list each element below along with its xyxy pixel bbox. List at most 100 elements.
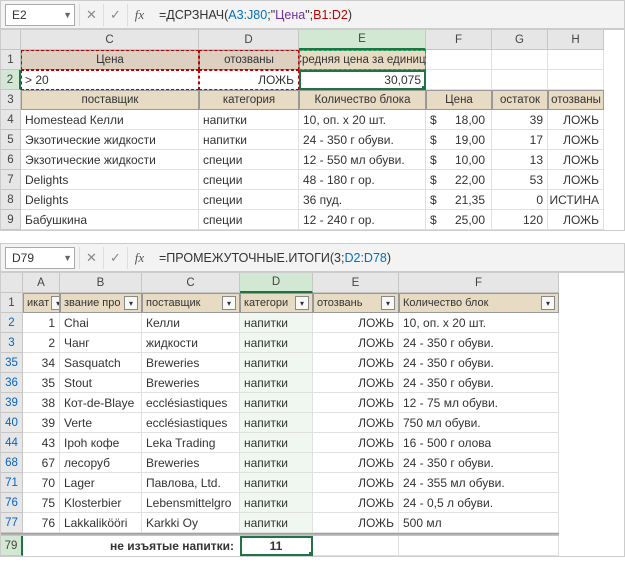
colhdr-F[interactable]: F bbox=[399, 273, 559, 293]
cell[interactable]: ЛОЖЬ bbox=[313, 393, 399, 413]
cell[interactable]: $10,00 bbox=[426, 150, 492, 170]
cancel-icon[interactable]: ✕ bbox=[79, 247, 103, 269]
cell[interactable]: 34 bbox=[23, 353, 60, 373]
colhdr-D[interactable]: D bbox=[199, 30, 299, 50]
cell[interactable]: Экзотические жидкости bbox=[21, 130, 199, 150]
cell[interactable]: Delights bbox=[21, 190, 199, 210]
rowhdr[interactable]: 3 bbox=[1, 90, 21, 110]
enter-icon[interactable]: ✓ bbox=[103, 4, 127, 26]
cell[interactable]: Цена bbox=[426, 90, 492, 110]
filter-header[interactable]: Количество блок▾ bbox=[399, 293, 559, 313]
cell[interactable]: Stout bbox=[60, 373, 142, 393]
cell[interactable]: Павлова, Ltd. bbox=[142, 473, 240, 493]
cell[interactable]: напитки bbox=[240, 333, 313, 353]
cell[interactable]: 36 пуд. bbox=[299, 190, 426, 210]
cancel-icon[interactable]: ✕ bbox=[79, 4, 103, 26]
cell[interactable]: лесоруб bbox=[60, 453, 142, 473]
filter-icon[interactable]: ▾ bbox=[381, 296, 395, 310]
cell[interactable]: $18,00 bbox=[426, 110, 492, 130]
cell[interactable]: отозваны bbox=[199, 50, 299, 70]
formula-input[interactable]: =ДСРЗНАЧ(A3:J80;"Цена";B1:D2) bbox=[151, 8, 624, 22]
cell[interactable]: 10, оп. x 20 шт. bbox=[299, 110, 426, 130]
colhdr-B[interactable]: B bbox=[60, 273, 142, 293]
filter-header[interactable]: поставщик▾ bbox=[142, 293, 240, 313]
cell[interactable]: ЛОЖЬ bbox=[313, 313, 399, 333]
corner[interactable] bbox=[1, 30, 21, 50]
cell[interactable]: ЛОЖЬ bbox=[313, 493, 399, 513]
selected-cell[interactable]: 30,075 bbox=[299, 70, 426, 90]
cell[interactable]: Экзотические жидкости bbox=[21, 150, 199, 170]
rowhdr[interactable]: 8 bbox=[1, 190, 21, 210]
cell[interactable]: 48 - 180 г ор. bbox=[299, 170, 426, 190]
filter-header[interactable]: звание про▾ bbox=[60, 293, 142, 313]
cell[interactable]: Klosterbier bbox=[60, 493, 142, 513]
cell[interactable]: 500 мл bbox=[399, 513, 559, 533]
rowhdr[interactable]: 5 bbox=[1, 130, 21, 150]
cell[interactable]: напитки bbox=[240, 393, 313, 413]
cell[interactable]: 13 bbox=[492, 150, 548, 170]
cell[interactable]: специи bbox=[199, 170, 299, 190]
cell[interactable]: специи bbox=[199, 190, 299, 210]
rowhdr[interactable]: 2 bbox=[1, 313, 23, 333]
cell[interactable]: напитки bbox=[240, 313, 313, 333]
cell[interactable]: 70 bbox=[23, 473, 60, 493]
summary-label[interactable]: не изъятые напитки: bbox=[23, 536, 240, 556]
cell[interactable]: ecclésiastiques bbox=[142, 413, 240, 433]
cell[interactable]: 17 bbox=[492, 130, 548, 150]
cell[interactable]: Lebensmittelgro bbox=[142, 493, 240, 513]
colhdr-C[interactable]: C bbox=[142, 273, 240, 293]
cell[interactable]: Homestead Келли bbox=[21, 110, 199, 130]
cell[interactable]: Чанг bbox=[60, 333, 142, 353]
cell[interactable]: $19,00 bbox=[426, 130, 492, 150]
cell[interactable]: напитки bbox=[240, 513, 313, 533]
fx-icon[interactable]: fx bbox=[127, 247, 151, 269]
cell[interactable]: 0 bbox=[492, 190, 548, 210]
cell[interactable]: ЛОЖЬ bbox=[313, 333, 399, 353]
colhdr-H[interactable]: H bbox=[548, 30, 604, 50]
cell[interactable]: ЛОЖЬ bbox=[313, 513, 399, 533]
cell[interactable]: Breweries bbox=[142, 373, 240, 393]
filter-icon[interactable]: ▾ bbox=[51, 296, 60, 310]
colhdr-C[interactable]: C bbox=[21, 30, 199, 50]
cell[interactable]: ЛОЖЬ bbox=[548, 170, 604, 190]
cell[interactable]: напитки bbox=[240, 413, 313, 433]
cell[interactable]: Количество блока bbox=[299, 90, 426, 110]
colhdr-G[interactable]: G bbox=[492, 30, 548, 50]
cell[interactable]: напитки bbox=[240, 453, 313, 473]
cell[interactable]: Chai bbox=[60, 313, 142, 333]
colhdr-F[interactable]: F bbox=[426, 30, 492, 50]
cell[interactable]: ЛОЖЬ bbox=[313, 373, 399, 393]
rowhdr[interactable]: 1 bbox=[1, 50, 21, 70]
cell[interactable]: Бабушкина bbox=[21, 210, 199, 230]
name-box[interactable]: E2 ▼ bbox=[5, 4, 75, 26]
cell[interactable]: 24 - 0,5 л обуви. bbox=[399, 493, 559, 513]
cell[interactable]: 75 bbox=[23, 493, 60, 513]
colhdr-D[interactable]: D bbox=[240, 273, 313, 293]
cell[interactable]: отозваны bbox=[548, 90, 604, 110]
rowhdr[interactable]: 40 bbox=[1, 413, 23, 433]
filter-icon[interactable]: ▾ bbox=[295, 296, 309, 310]
cell[interactable]: Breweries bbox=[142, 353, 240, 373]
formula-input[interactable]: =ПРОМЕЖУТОЧНЫЕ.ИТОГИ(3;D2:D78) bbox=[151, 251, 624, 265]
rowhdr[interactable]: 6 bbox=[1, 150, 21, 170]
cell[interactable]: 10, оп. x 20 шт. bbox=[399, 313, 559, 333]
cell[interactable]: ЛОЖЬ bbox=[313, 353, 399, 373]
cell[interactable]: 35 bbox=[23, 373, 60, 393]
cell[interactable]: Кот-de-Blaye bbox=[60, 393, 142, 413]
cell[interactable]: 43 bbox=[23, 433, 60, 453]
cell[interactable]: 24 - 350 г обуви. bbox=[399, 373, 559, 393]
cell[interactable]: ЛОЖЬ bbox=[548, 130, 604, 150]
selected-cell[interactable]: 11 bbox=[240, 536, 313, 556]
cell[interactable]: Lakkalikööri bbox=[60, 513, 142, 533]
colhdr-A[interactable]: A bbox=[23, 273, 60, 293]
cell[interactable]: ЛОЖЬ bbox=[199, 70, 299, 90]
cell[interactable]: Verte bbox=[60, 413, 142, 433]
rowhdr[interactable]: 3 bbox=[1, 333, 23, 353]
cell[interactable]: 24 - 350 г обуви. bbox=[399, 453, 559, 473]
colhdr-E[interactable]: E bbox=[313, 273, 399, 293]
cell[interactable]: остаток bbox=[492, 90, 548, 110]
cell[interactable] bbox=[426, 70, 492, 90]
rowhdr[interactable]: 7 bbox=[1, 170, 21, 190]
rowhdr[interactable]: 76 bbox=[1, 493, 23, 513]
cell[interactable]: ЛОЖЬ bbox=[313, 473, 399, 493]
